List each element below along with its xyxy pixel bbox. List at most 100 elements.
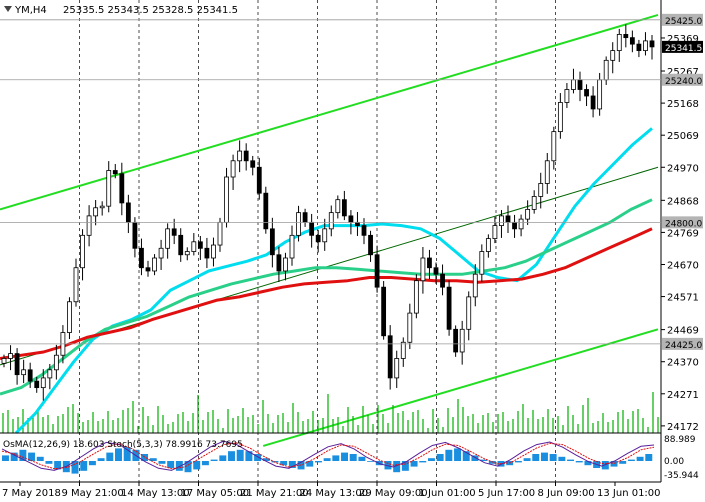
osma-histogram-bar xyxy=(410,461,418,467)
candle-body xyxy=(158,247,164,259)
osma-histogram-bar xyxy=(419,461,427,463)
osma-histogram-bar xyxy=(236,449,244,461)
x-tick-label: 17 May 05:00 xyxy=(181,488,250,499)
y-tick-label: 24370 xyxy=(667,358,699,369)
x-tick-label: 5 Jun 17:00 xyxy=(478,488,535,499)
candle-body xyxy=(283,257,288,272)
osma-histogram-bar xyxy=(610,461,618,467)
ohlc-readout: 25335.5 25343.5 25328.5 25341.5 xyxy=(63,5,238,16)
candle-body xyxy=(296,212,301,236)
indicator-label: OsMA(12,26,9) 18.603 Stoch(5,3,3) 78.991… xyxy=(3,440,243,450)
candle-body xyxy=(551,131,557,162)
candle-body xyxy=(479,251,485,275)
osma-histogram-bar xyxy=(149,458,157,461)
candle-body xyxy=(250,160,256,168)
moving-average-line xyxy=(0,227,653,360)
indicator-tick-label: 88.989 xyxy=(664,435,696,445)
y-tick-label: 24571 xyxy=(667,293,699,304)
candle-body xyxy=(361,225,367,236)
candle-body xyxy=(289,234,295,259)
osma-histogram-bar xyxy=(575,461,583,463)
osma-histogram-bar xyxy=(349,454,357,461)
osma-histogram-bar xyxy=(245,451,253,461)
osma-histogram-bar xyxy=(488,461,496,464)
osma-histogram-bar xyxy=(558,456,566,461)
candle-body xyxy=(106,170,112,207)
candle-body xyxy=(171,228,177,236)
osma-histogram-bar xyxy=(393,461,401,473)
osma-histogram-bar xyxy=(540,452,548,461)
y-tick-label: 24868 xyxy=(667,196,699,207)
candle-body xyxy=(407,312,413,343)
candle-body xyxy=(505,215,511,223)
candles xyxy=(1,24,655,401)
candle-body xyxy=(341,199,347,217)
x-tick-label: 14 May 13:00 xyxy=(121,488,190,499)
candle-body xyxy=(400,341,406,359)
symbol-triangle-icon xyxy=(4,6,12,12)
price-tags: 25425.0 25341.5 25240.0 24800.0 24425.0 xyxy=(0,13,703,351)
osma-histogram-bar xyxy=(175,461,183,471)
candle-body xyxy=(571,79,576,90)
candle-body xyxy=(597,79,603,110)
candle-body xyxy=(440,273,445,288)
candle-body xyxy=(427,257,432,269)
candle-body xyxy=(557,102,563,133)
osma-histogram-bar xyxy=(97,458,105,461)
osma-histogram-bar xyxy=(367,461,375,462)
x-tick-label: 29 May 09:00 xyxy=(359,488,428,499)
candle-body xyxy=(256,166,262,194)
candle-body xyxy=(564,89,570,103)
price-tag-box xyxy=(662,40,703,53)
candle-body xyxy=(132,221,138,249)
osma-histogram-bar xyxy=(80,461,88,471)
y-tick-label: 24670 xyxy=(667,260,699,271)
candle-body xyxy=(538,183,544,197)
candle-body xyxy=(165,228,171,249)
candle-body xyxy=(584,89,589,97)
price-tag-label: 25341.5 xyxy=(665,44,702,54)
candle-body xyxy=(459,328,465,353)
candle-body xyxy=(1,358,7,364)
candle-body xyxy=(518,218,524,230)
candle-body xyxy=(413,280,419,314)
osma-histogram-bar xyxy=(184,461,192,473)
candle-body xyxy=(112,170,118,175)
osma-histogram-bar xyxy=(71,461,79,474)
x-tick-label: 9 May 21:00 xyxy=(62,488,124,499)
candle-body xyxy=(636,43,642,52)
candle-body xyxy=(21,369,27,376)
candle-body xyxy=(368,234,373,256)
osma-histogram-bar xyxy=(436,454,444,461)
osma-histogram-bar xyxy=(332,455,340,461)
osma-histogram-bar xyxy=(19,449,27,461)
osma-histogram-bar xyxy=(384,461,392,470)
candle-body xyxy=(328,212,334,230)
chart-header: YM,H4 25335.5 25343.5 25328.5 25341.5 xyxy=(4,5,238,16)
candle-body xyxy=(525,208,531,220)
x-tick-label: 13 Jun 01:00 xyxy=(597,488,661,499)
candle-body xyxy=(125,202,131,223)
candle-body xyxy=(335,199,341,214)
candle-body xyxy=(230,160,236,178)
candle-body xyxy=(184,251,190,256)
osma-histogram-bar xyxy=(88,461,96,466)
candle-body xyxy=(499,215,504,227)
osma-histogram-bar xyxy=(167,461,175,468)
candle-body xyxy=(197,241,203,249)
candle-body xyxy=(446,286,452,330)
osma-histogram-bar xyxy=(567,459,575,461)
candle-body xyxy=(590,95,596,110)
price-tag-label: 24800.0 xyxy=(665,219,702,229)
price-tag-box xyxy=(662,337,703,350)
symbol-label: YM,H4 xyxy=(14,5,47,16)
candle-body xyxy=(531,196,537,210)
candle-body xyxy=(27,369,33,382)
y-tick-label: 24271 xyxy=(667,390,699,401)
candle-body xyxy=(466,296,472,330)
candle-body xyxy=(610,50,616,61)
osma-histogram-bar xyxy=(462,451,470,461)
osma-histogram-bar xyxy=(106,452,114,461)
